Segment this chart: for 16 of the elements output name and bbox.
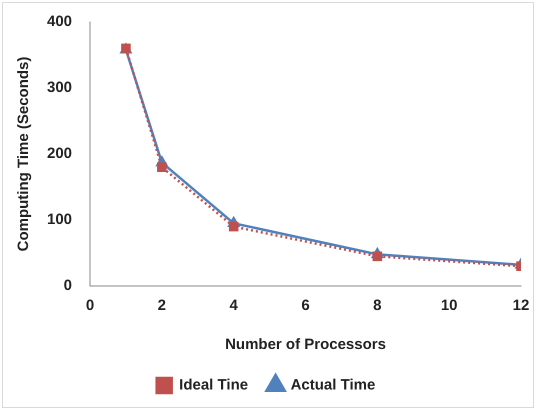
x-tick-label: 8: [373, 297, 382, 314]
legend-label: Actual Time: [290, 376, 376, 394]
x-tick-label: 2: [158, 297, 166, 314]
y-tick-label: 200: [46, 145, 72, 162]
y-tick-label: 100: [46, 211, 72, 228]
x-tick-label: 0: [86, 297, 94, 314]
y-tick-label: 0: [64, 277, 72, 294]
x-tick-label: 12: [512, 297, 530, 314]
y-tick-label: 400: [46, 13, 72, 30]
y-axis-title: Computing Time (Seconds): [15, 56, 32, 252]
x-axis-title: Number of Processors: [225, 336, 386, 354]
x-tick-label: 6: [301, 297, 310, 314]
legend-label: Ideal Tine: [179, 376, 248, 394]
y-tick-label: 300: [46, 79, 72, 96]
x-tick-label: 10: [440, 297, 458, 314]
x-tick-label: 4: [230, 297, 239, 314]
